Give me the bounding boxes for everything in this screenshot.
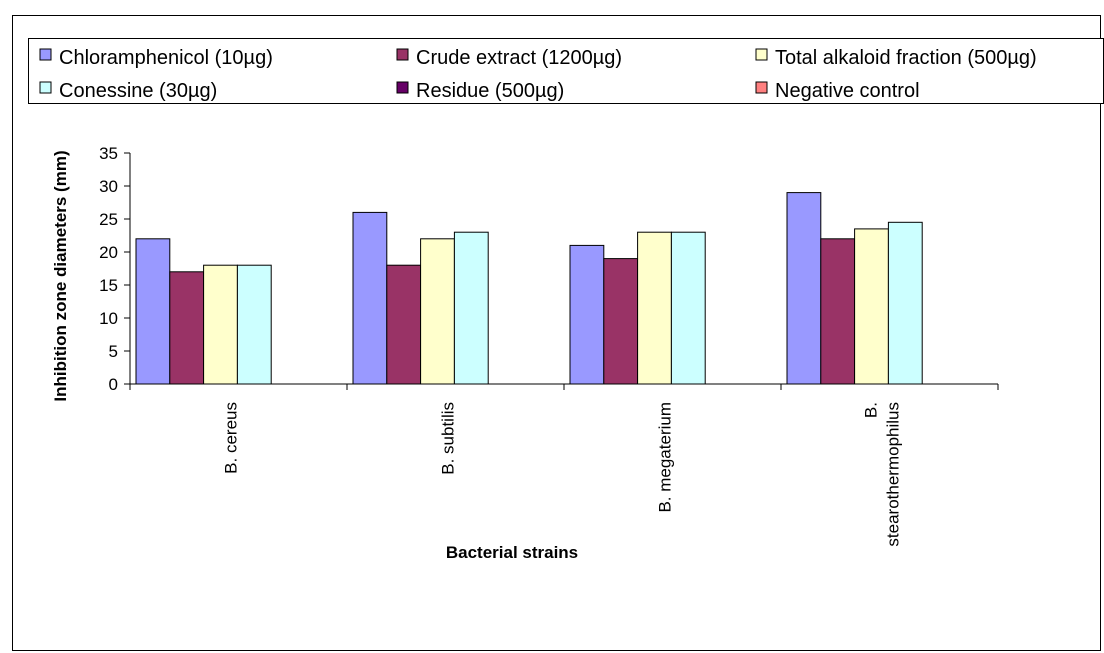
x-tick-label-3: B. megaterium: [656, 402, 675, 513]
y-tick-label-1: 5: [109, 342, 118, 361]
legend-swatch-6: [755, 81, 768, 94]
y-tick-label-7: 35: [99, 144, 118, 163]
legend-label-4: Conessine (30µg): [59, 80, 217, 102]
bar-3-3: [637, 231, 672, 385]
legend-swatch-4: [39, 81, 52, 94]
bar-4-2: [453, 231, 489, 385]
legend-swatch-2: [396, 48, 409, 61]
x-axis-title: Bacterial strains: [446, 543, 578, 562]
legend-label-6: Negative control: [775, 80, 920, 102]
x-tick-label-line: B. megaterium: [656, 402, 675, 513]
y-tick-label-0: 0: [109, 375, 118, 394]
bar-2-2: [386, 264, 422, 385]
legend-label-5: Residue (500µg): [416, 80, 564, 102]
bar-1-4: [786, 192, 822, 385]
y-tick-label-3: 15: [99, 276, 118, 295]
y-tick-label-6: 30: [99, 177, 118, 196]
legend-swatch-5: [396, 81, 409, 94]
bar-2-3: [603, 258, 639, 385]
x-tick-label-1: B. cereus: [222, 402, 241, 474]
x-tick-label-line: B.: [862, 402, 881, 418]
x-tick-label-4: B. stearothermophilus: [862, 402, 903, 547]
legend-label-1: Chloramphenicol (10µg): [59, 47, 273, 69]
x-tick-label-line: B. subtilis: [439, 402, 458, 475]
y-tick-label-2: 10: [99, 309, 118, 328]
bar-4-4: [887, 221, 923, 385]
bar-2-1: [169, 271, 205, 385]
y-axis-title: Inhibition zone diameters (mm): [51, 150, 70, 401]
x-tick-label-line: stearothermophilus: [884, 402, 903, 547]
bar-3-2: [420, 238, 455, 385]
legend-swatch-3: [755, 48, 768, 61]
bar-1-1: [135, 238, 171, 385]
legend-label-2: Crude extract (1200µg): [416, 47, 622, 69]
legend-label-3: Total alkaloid fraction (500µg): [775, 47, 1037, 69]
bar-1-3: [569, 244, 605, 385]
bar-4-1: [236, 264, 272, 385]
bar-2-4: [820, 238, 856, 385]
legend: [28, 38, 1104, 104]
y-tick-label-5: 25: [99, 210, 118, 229]
bar-4-3: [670, 231, 706, 385]
x-tick-label-2: B. subtilis: [439, 402, 458, 475]
bar-1-2: [352, 211, 388, 385]
bar-3-1: [203, 264, 238, 385]
y-tick-label-4: 20: [99, 243, 118, 262]
legend-swatch-1: [39, 48, 52, 61]
bar-3-4: [854, 228, 889, 385]
x-tick-label-line: B. cereus: [222, 402, 241, 474]
